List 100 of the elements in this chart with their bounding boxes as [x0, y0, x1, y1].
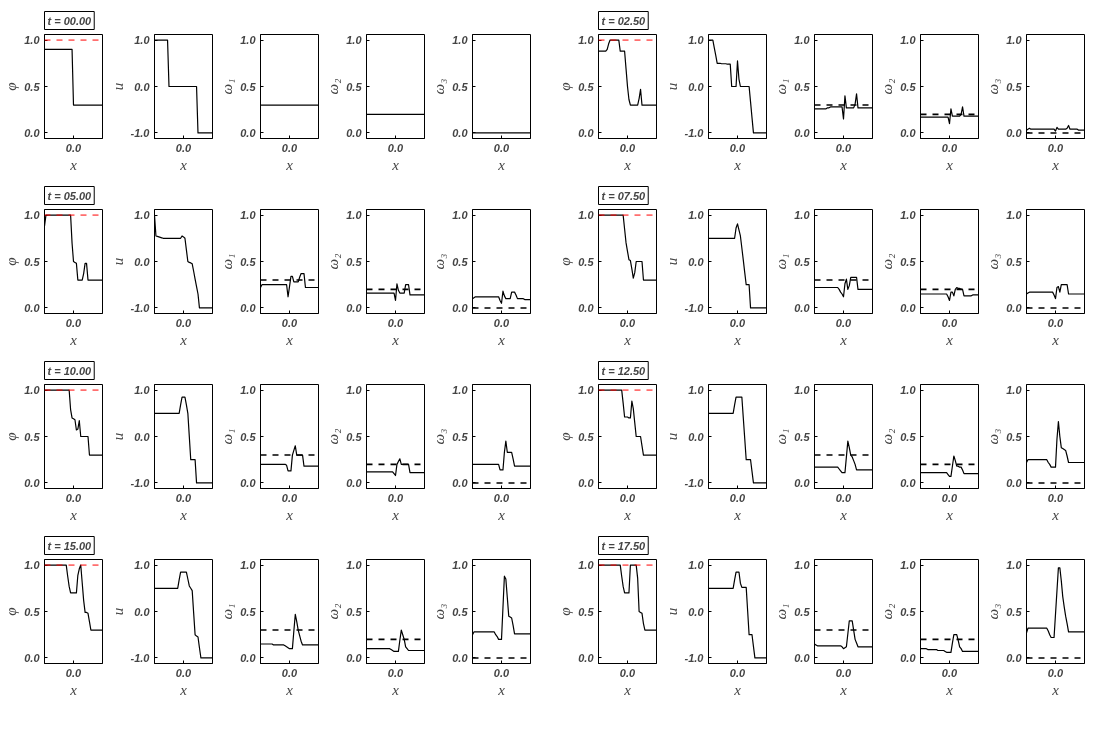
y-tick-label: 0.0 — [900, 126, 917, 139]
y-axis-title: ω₂ — [325, 603, 342, 620]
y-axis-title: ω₂ — [879, 428, 896, 445]
x-axis-title: x — [1051, 156, 1060, 173]
y-tick-label: 0.0 — [578, 126, 595, 139]
y-axis-title: ω₂ — [325, 428, 342, 445]
x-tick-label: 0.0 — [65, 141, 83, 154]
y-tick-label: -1.0 — [684, 476, 705, 489]
y-tick-label: 1.0 — [688, 559, 705, 572]
x-axis-title: x — [1051, 681, 1060, 698]
y-axis-title: φ — [3, 607, 20, 616]
x-tick-label: 0.0 — [493, 491, 511, 504]
y-tick-label: -1.0 — [130, 126, 151, 139]
y-tick-label: 0.0 — [346, 476, 363, 489]
y-tick-label: 0.5 — [1006, 430, 1023, 443]
y-tick-label: 0.0 — [240, 301, 257, 314]
y-axis-title: ω₁ — [219, 603, 236, 620]
y-axis-title: u — [109, 82, 126, 91]
x-tick-label: 0.0 — [175, 666, 193, 679]
y-tick-label: 0.0 — [900, 651, 917, 664]
y-tick-label: 0.5 — [900, 255, 917, 268]
x-tick-label: 0.0 — [65, 666, 83, 679]
y-tick-label: 0.0 — [688, 80, 705, 93]
x-axis-title: x — [733, 331, 742, 348]
x-tick-label: 0.0 — [941, 666, 959, 679]
y-tick-label: 0.0 — [1006, 476, 1023, 489]
y-tick-label: 0.0 — [134, 255, 151, 268]
y-tick-label: 0.0 — [900, 301, 917, 314]
y-tick-label: 0.0 — [688, 430, 705, 443]
y-tick-label: 0.5 — [794, 255, 811, 268]
y-tick-label: 1.0 — [688, 34, 705, 47]
y-tick-label: 1.0 — [578, 34, 595, 47]
y-tick-label: 0.5 — [346, 430, 363, 443]
y-tick-label: 1.0 — [24, 559, 41, 572]
chart-title: t = 00.00 — [47, 14, 93, 27]
y-tick-label: 0.5 — [900, 430, 917, 443]
y-tick-label: 1.0 — [688, 209, 705, 222]
x-tick-label: 0.0 — [835, 491, 853, 504]
y-axis-title: ω₃ — [985, 78, 1002, 95]
y-axis-title: ω₂ — [325, 78, 342, 95]
y-tick-label: 0.5 — [346, 605, 363, 618]
x-tick-label: 0.0 — [1047, 141, 1065, 154]
x-tick-label: 0.0 — [387, 316, 405, 329]
x-axis-title: x — [69, 506, 78, 523]
x-axis-title: x — [497, 331, 506, 348]
y-tick-label: 1.0 — [794, 34, 811, 47]
y-axis-title: φ — [557, 82, 574, 91]
y-tick-label: 1.0 — [900, 384, 917, 397]
y-tick-label: 0.0 — [452, 651, 469, 664]
x-tick-label: 0.0 — [941, 491, 959, 504]
x-axis-title: x — [733, 681, 742, 698]
y-axis-title: u — [109, 432, 126, 441]
y-tick-label: 0.5 — [24, 80, 41, 93]
chart-title: t = 12.50 — [601, 364, 647, 377]
y-tick-label: 1.0 — [1006, 384, 1023, 397]
x-tick-label: 0.0 — [619, 666, 637, 679]
y-tick-label: 0.0 — [240, 476, 257, 489]
y-tick-label: 1.0 — [1006, 34, 1023, 47]
y-tick-label: 0.0 — [24, 126, 41, 139]
y-tick-label: -1.0 — [684, 301, 705, 314]
y-axis-title: φ — [557, 432, 574, 441]
y-tick-label: 1.0 — [1006, 559, 1023, 572]
x-tick-label: 0.0 — [729, 666, 747, 679]
y-tick-label: 1.0 — [240, 559, 257, 572]
y-tick-label: 0.0 — [1006, 301, 1023, 314]
y-tick-label: 1.0 — [24, 209, 41, 222]
x-axis-title: x — [945, 156, 954, 173]
y-tick-label: 0.0 — [900, 476, 917, 489]
x-tick-label: 0.0 — [175, 491, 193, 504]
y-tick-label: 0.5 — [452, 605, 469, 618]
x-tick-label: 0.0 — [1047, 316, 1065, 329]
x-tick-label: 0.0 — [387, 666, 405, 679]
y-tick-label: 1.0 — [346, 34, 363, 47]
y-tick-label: 0.0 — [346, 126, 363, 139]
x-tick-label: 0.0 — [619, 491, 637, 504]
y-axis-title: ω₂ — [879, 603, 896, 620]
x-axis-title: x — [623, 331, 632, 348]
y-axis-title: ω₂ — [325, 253, 342, 270]
y-axis-title: u — [663, 257, 680, 266]
x-axis-title: x — [285, 331, 294, 348]
y-tick-label: 1.0 — [900, 34, 917, 47]
y-axis-title: φ — [557, 257, 574, 266]
x-axis-title: x — [839, 681, 848, 698]
y-tick-label: 1.0 — [578, 209, 595, 222]
y-tick-label: 0.5 — [24, 430, 41, 443]
y-tick-label: 1.0 — [452, 559, 469, 572]
x-tick-label: 0.0 — [835, 666, 853, 679]
y-tick-label: 1.0 — [794, 559, 811, 572]
y-axis-title: ω₁ — [219, 428, 236, 445]
x-tick-label: 0.0 — [835, 316, 853, 329]
y-tick-label: 0.5 — [578, 80, 595, 93]
x-axis-title: x — [623, 506, 632, 523]
x-tick-label: 0.0 — [281, 316, 299, 329]
y-tick-label: 0.0 — [1006, 126, 1023, 139]
y-tick-label: 0.0 — [794, 301, 811, 314]
x-axis-title: x — [285, 506, 294, 523]
x-axis-title: x — [69, 681, 78, 698]
y-tick-label: 1.0 — [578, 384, 595, 397]
y-tick-label: 0.5 — [1006, 605, 1023, 618]
x-axis-title: x — [391, 681, 400, 698]
